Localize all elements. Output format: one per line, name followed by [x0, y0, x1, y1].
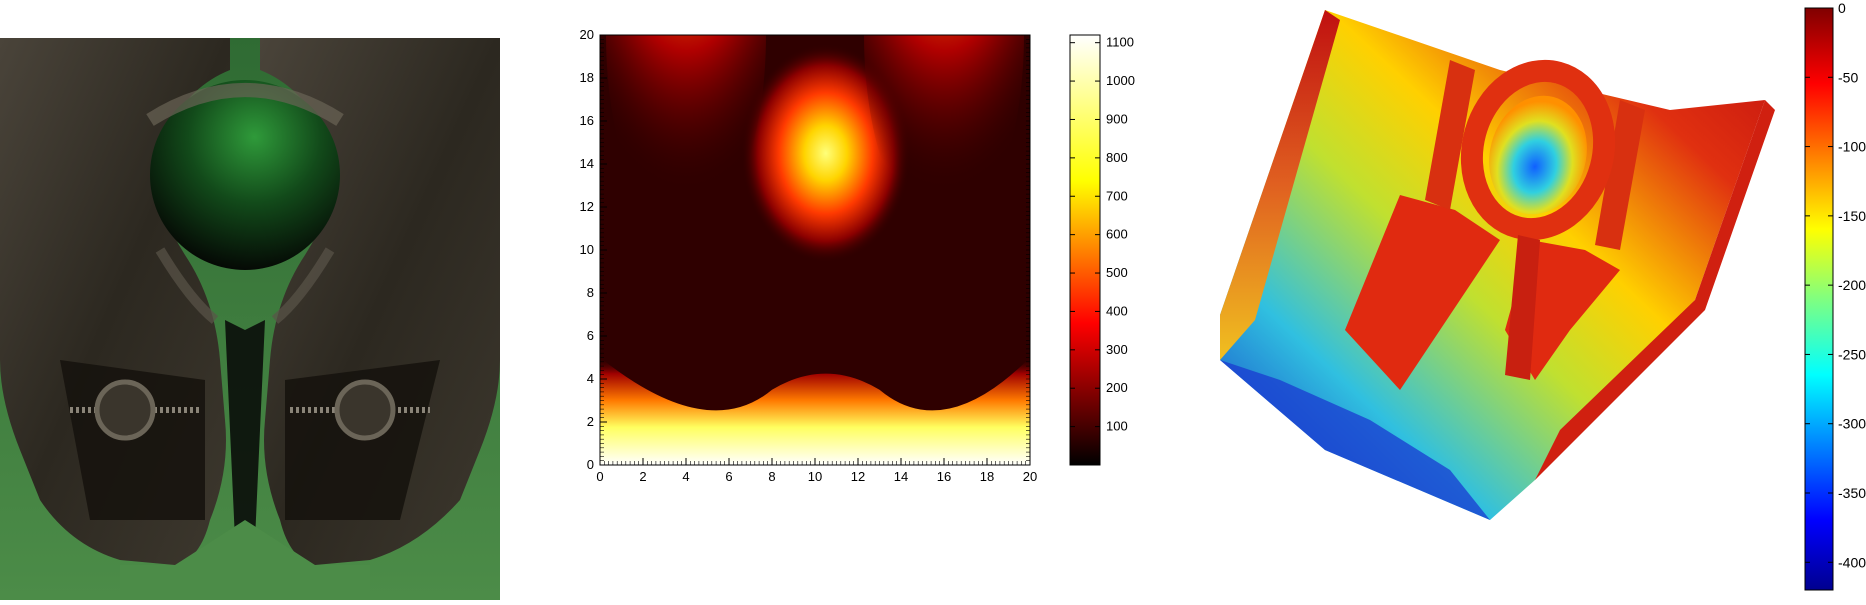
- surface-chart: 0 -50 -100 -150 -200 -250 -300 -350 -400: [1220, 0, 1866, 591]
- heatmap-y-axis: 0 2 4 6 8 10 12 14 16 18 20: [580, 27, 1030, 472]
- heatmap-x-tick-label: 16: [937, 469, 951, 484]
- surface-colorbar-tick-label: -150: [1838, 208, 1866, 224]
- heatmap-x-tick-label: 0: [596, 469, 603, 484]
- surface-right-wall: [1535, 100, 1775, 480]
- heatmap-y-tick-label: 14: [580, 156, 594, 171]
- surface-colorbar-tick-label: 0: [1838, 0, 1846, 16]
- heatmap-x-tick-label: 18: [980, 469, 994, 484]
- heatmap-y-tick-label: 4: [587, 371, 594, 386]
- heatmap-colorbar: 100 200 300 400 500 600 700 800 900 1000 1100: [1069, 34, 1135, 466]
- heatmap-y-tick-label: 2: [587, 414, 594, 429]
- surface-colorbar-tick-label: -400: [1838, 554, 1866, 570]
- heatmap-x-tick-label: 8: [768, 469, 775, 484]
- jaw-cavity: [150, 80, 340, 270]
- surface-colorbar-tick-label: -200: [1838, 277, 1866, 293]
- surface-panel: 0 -50 -100 -150 -200 -250 -300 -350 -400: [1200, 0, 1866, 600]
- heatmap-x-axis: 0 2 4 6 8 10 12 14 16 18 20: [596, 458, 1037, 484]
- heatmap-x-tick-label: 6: [725, 469, 732, 484]
- heatmap-y-tick-label: 10: [580, 242, 594, 257]
- heatmap-bright-corner: [864, 35, 1024, 235]
- heatmap-y-tick-label: 0: [587, 457, 594, 472]
- heatmap-x-tick-label: 4: [682, 469, 689, 484]
- surface-colorbar: 0 -50 -100 -150 -200 -250 -300 -350 -400: [1804, 0, 1866, 591]
- heatmap-y-tick-label: 6: [587, 328, 594, 343]
- heatmap-y-tick-label: 20: [580, 27, 594, 42]
- heatmap-y-tick-label: 8: [587, 285, 594, 300]
- heatmap-x-tick-label: 2: [639, 469, 646, 484]
- heatmap-colorbar-tick-label: 300: [1106, 342, 1128, 357]
- left-pin: [94, 379, 156, 441]
- surface-colorbar-tick-label: -300: [1838, 416, 1866, 432]
- clamp-photo: [0, 38, 500, 600]
- heatmap-x-tick-label: 14: [894, 469, 908, 484]
- clamp-photo-panel: [0, 0, 500, 600]
- cavity-rim: [146, 83, 344, 126]
- surface-colorbar-tick-label: -350: [1838, 485, 1866, 501]
- heatmap-colorbar-gradient: [1069, 34, 1101, 466]
- surface-colorbar-gradient: [1804, 7, 1834, 591]
- surface-left-wall: [1220, 10, 1340, 360]
- heatmap-colorbar-tick-label: 500: [1106, 265, 1128, 280]
- heatmap-bright-band: [600, 357, 1030, 465]
- heatmap-y-tick-label: 16: [580, 113, 594, 128]
- heatmap-colorbar-tick-label: 800: [1106, 150, 1128, 165]
- heatmap-colorbar-tick-label: 1000: [1106, 73, 1135, 88]
- heatmap-colorbar-tick-label: 600: [1106, 227, 1128, 242]
- heatmap-plot-area: [599, 34, 1031, 466]
- heatmap-colorbar-tick-label: 400: [1106, 303, 1128, 318]
- heatmap-colorbar-tick-label: 900: [1106, 111, 1128, 126]
- right-pin: [334, 379, 396, 441]
- heatmap-colorbar-tick-label: 100: [1106, 419, 1128, 434]
- surface-colorbar-tick-label: -50: [1838, 69, 1858, 85]
- heatmap-x-tick-label: 10: [808, 469, 822, 484]
- heatmap-colorbar-tick-label: 700: [1106, 188, 1128, 203]
- surface-ring: [1460, 59, 1616, 241]
- heatmap-chart: 0 2 4 6 8 10 12 14 16 18 20 0 2 4 6 8 10 12 14 16 18 20 100 2…: [580, 27, 1135, 484]
- heatmap-colorbar-tick-label: 200: [1106, 380, 1128, 395]
- surface-colorbar-tick-label: -100: [1838, 139, 1866, 155]
- heatmap-y-tick-label: 18: [580, 70, 594, 85]
- heatmap-bright-corner: [606, 35, 766, 235]
- heatmap-colorbar-tick-label: 1100: [1106, 35, 1134, 50]
- heatmap-x-tick-label: 20: [1023, 469, 1037, 484]
- surface-bowl: [1489, 95, 1587, 215]
- surface-colorbar-tick-label: -250: [1838, 346, 1866, 362]
- heatmap-x-tick-label: 12: [851, 469, 865, 484]
- surface-block-left: [1345, 195, 1500, 390]
- heatmap-panel: 0 2 4 6 8 10 12 14 16 18 20 0 2 4 6 8 10 12 14 16 18 20 100 2…: [540, 0, 1160, 600]
- heatmap-y-tick-label: 12: [580, 199, 594, 214]
